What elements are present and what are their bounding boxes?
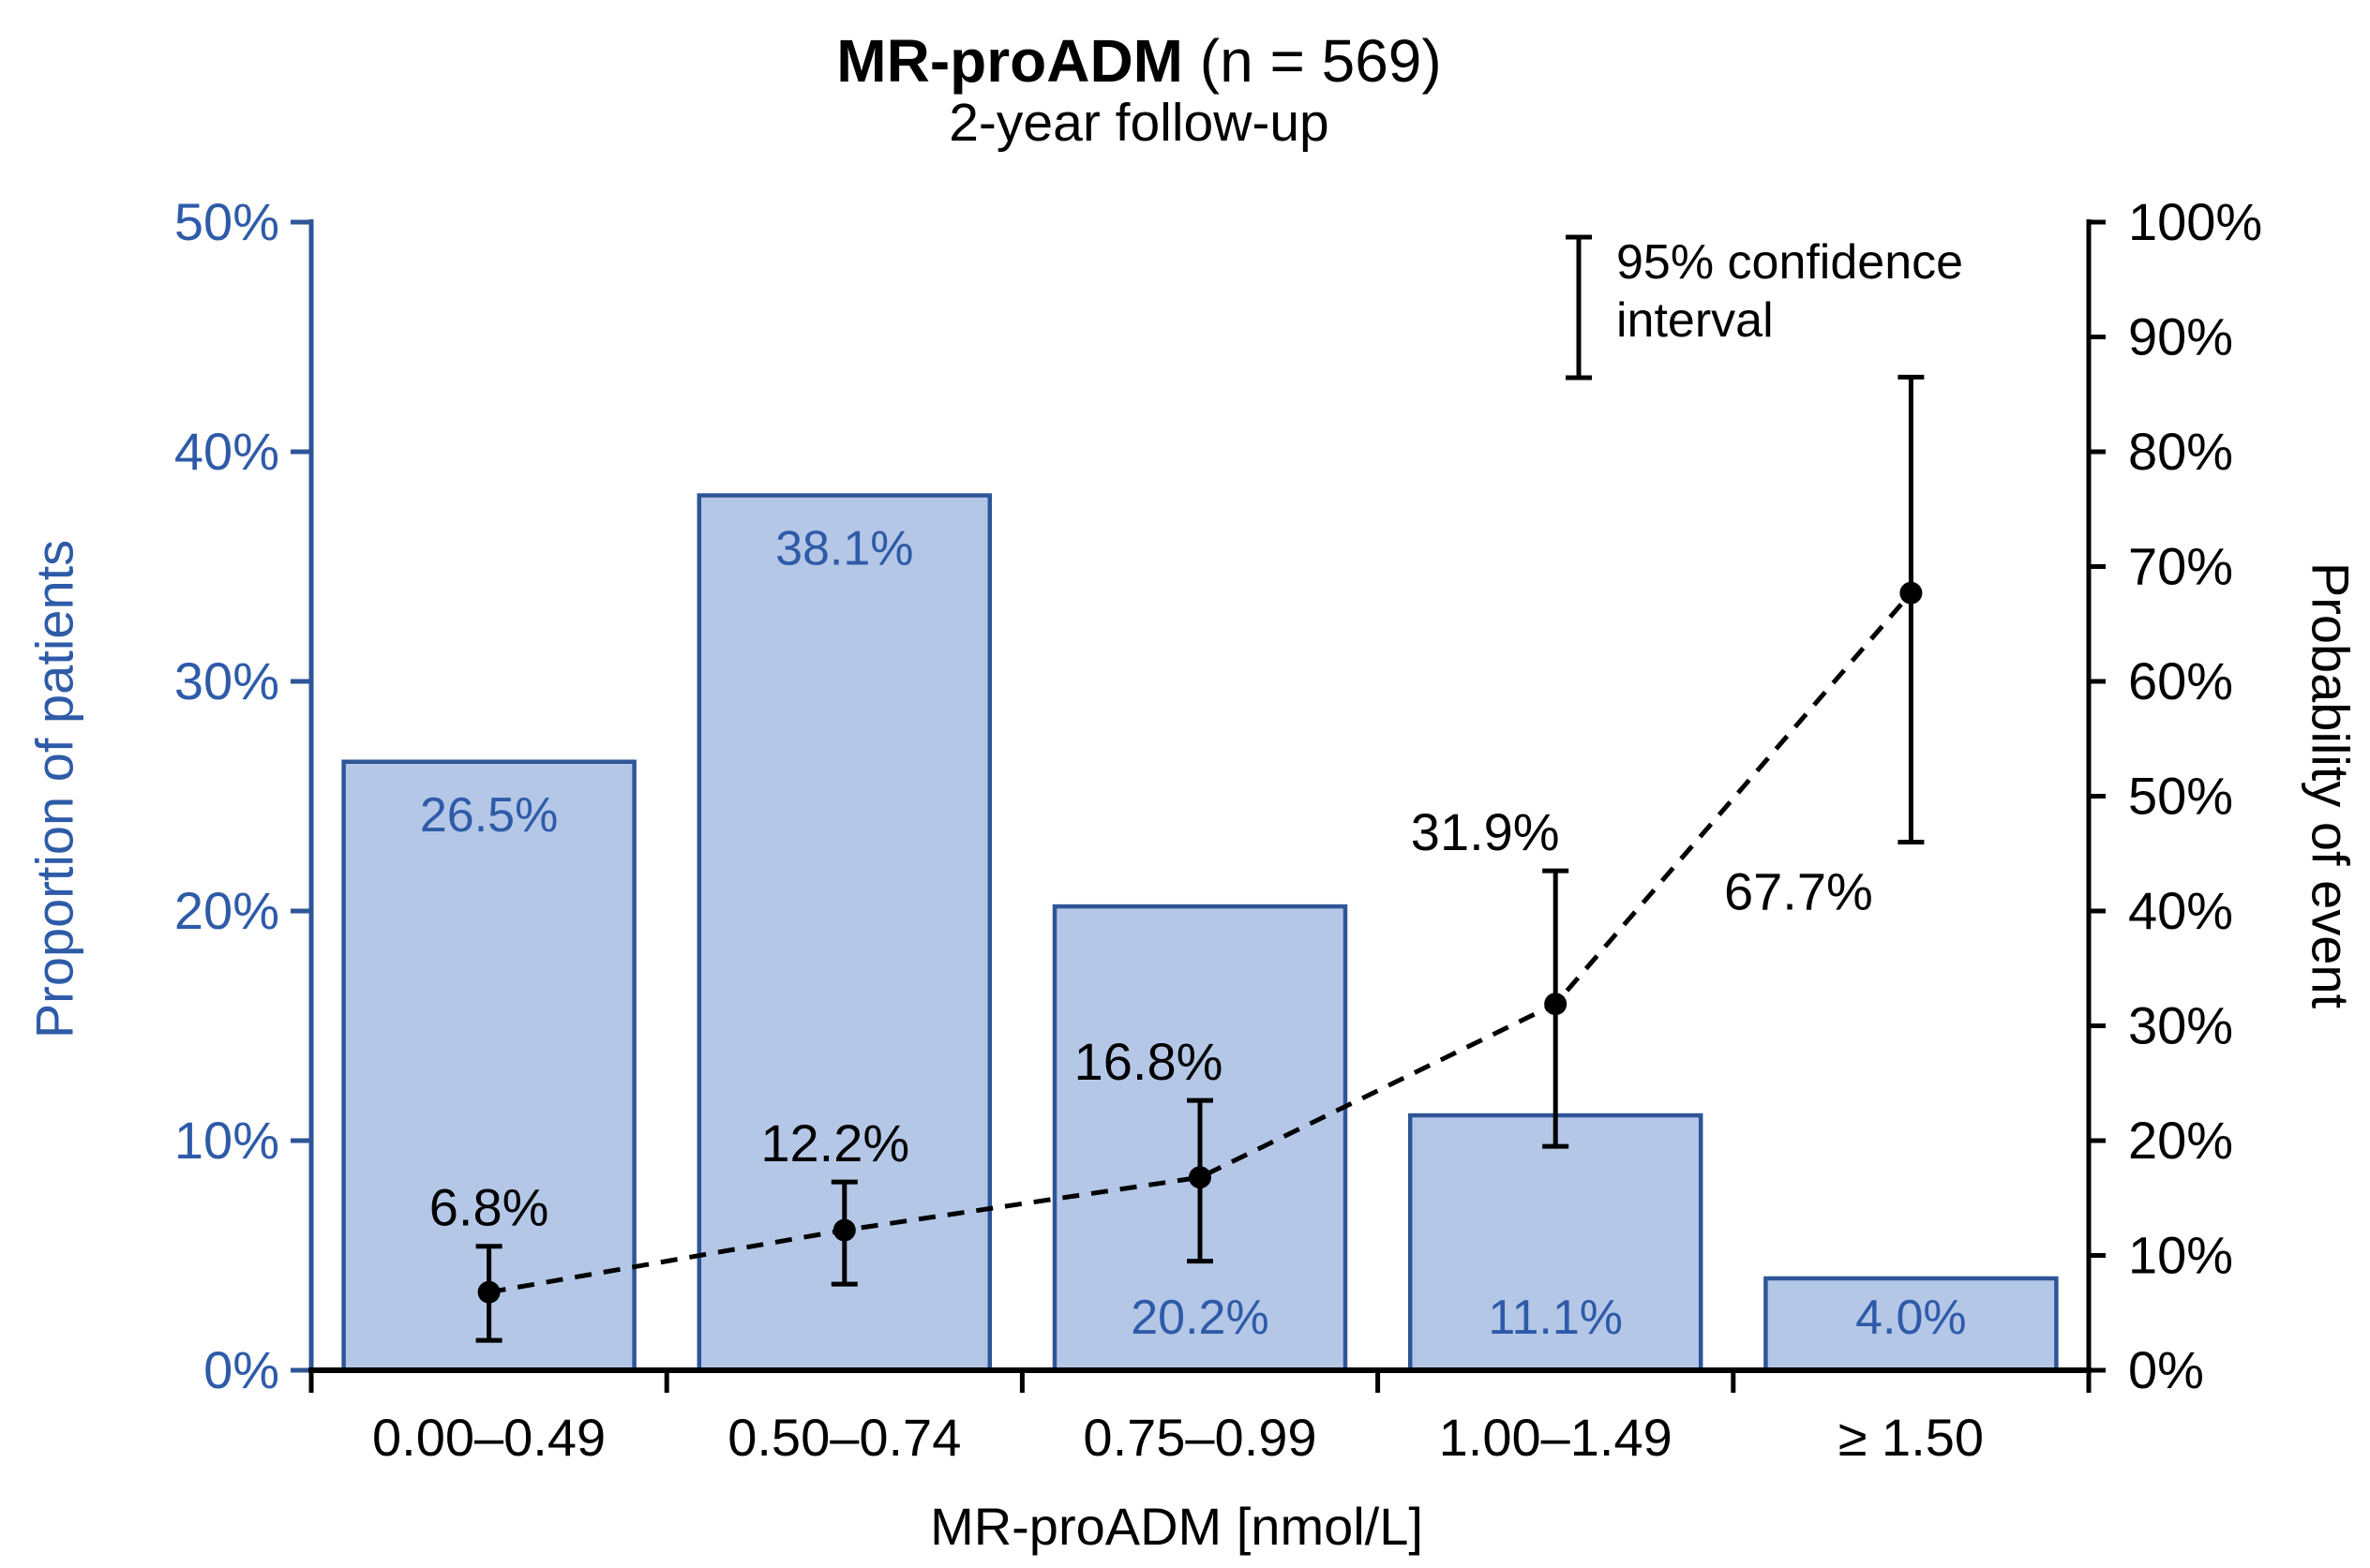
data-point [1899,581,1923,605]
right-axis-tick-label: 0% [2128,1340,2204,1399]
left-axis-title: Proportion of patients [24,539,84,1039]
x-category-label: 0.75–0.99 [1083,1408,1316,1467]
x-category-label: 1.00–1.49 [1439,1408,1672,1467]
point-value-label: 67.7% [1724,862,1873,921]
legend-text: 95% confidence interval [1616,233,1963,350]
right-axis-tick-label: 10% [2128,1226,2233,1285]
point-value-label: 6.8% [429,1178,549,1237]
right-axis-tick-label: 20% [2128,1111,2233,1170]
bar-value-label: 38.1% [775,522,913,576]
data-point [1544,993,1568,1016]
left-axis-tick-label: 10% [174,1111,279,1170]
chart-header: MR-proADM (n = 569) 2-year follow-up [0,28,2278,152]
chart-title-suffix: (n = 569) [1182,27,1442,95]
x-axis-title: MR-proADM [nmol/L] [930,1497,1423,1556]
data-point [477,1280,501,1304]
left-axis-tick-label: 20% [174,881,279,940]
chart-title: MR-proADM (n = 569) [0,28,2278,94]
bar [1407,1113,1703,1373]
right-axis-tick-label: 90% [2128,307,2233,366]
right-axis-tick-label: 40% [2128,881,2233,940]
right-axis-tick-label: 50% [2128,767,2233,826]
legend-line-2: interval [1616,293,1774,348]
x-category-label: 0.00–0.49 [372,1408,606,1467]
bar-value-label: 26.5% [420,788,558,843]
left-axis-tick-label: 0% [203,1340,279,1399]
x-category-label: 0.50–0.74 [728,1408,961,1467]
x-category-label: ≥ 1.50 [1838,1408,1984,1467]
legend-line-1: 95% confidence [1616,235,1964,290]
left-axis-tick-label: 50% [174,192,279,251]
error-bar-icon [1566,234,1592,381]
right-axis-tick-label: 60% [2128,651,2233,710]
right-axis-tick-label: 70% [2128,537,2233,596]
left-axis-tick-label: 40% [174,422,279,481]
legend: 95% confidence interval [1558,228,1963,387]
point-value-label: 31.9% [1411,802,1560,861]
data-point [832,1218,856,1242]
data-point [1189,1166,1211,1189]
bar-value-label: 20.2% [1131,1291,1268,1345]
point-value-label: 16.8% [1074,1032,1223,1091]
bar-value-label: 11.1% [1488,1291,1623,1345]
right-axis-tick-label: 100% [2128,192,2262,251]
left-axis-tick-label: 30% [174,651,279,710]
point-value-label: 12.2% [760,1113,909,1172]
probability-dashed-line [488,591,1913,1295]
chart-subtitle: 2-year follow-up [949,93,1329,153]
bar-value-label: 4.0% [1855,1291,1967,1345]
chart-title-main: MR-proADM [836,27,1183,95]
right-axis-tick-label: 30% [2128,996,2233,1055]
right-axis-title: Probability of event [2301,561,2361,1009]
right-axis-tick-label: 80% [2128,422,2233,481]
